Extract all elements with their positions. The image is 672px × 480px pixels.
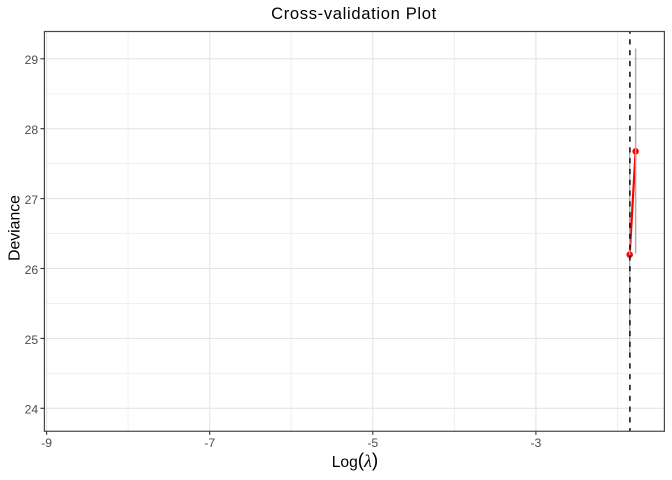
svg-text:-7: -7: [204, 436, 215, 450]
svg-text:-5: -5: [367, 436, 378, 450]
svg-text:Deviance: Deviance: [7, 195, 24, 261]
svg-text:-9: -9: [41, 436, 52, 450]
svg-text:26: 26: [25, 263, 39, 277]
svg-text:24: 24: [25, 403, 39, 417]
svg-text:-3: -3: [530, 436, 541, 450]
svg-text:25: 25: [25, 333, 39, 347]
svg-text:28: 28: [25, 123, 39, 137]
svg-text:27: 27: [25, 193, 39, 207]
svg-text:Log(λ): Log(λ): [332, 450, 378, 471]
svg-text:Cross-validation Plot: Cross-validation Plot: [271, 4, 437, 23]
svg-text:29: 29: [25, 53, 39, 67]
